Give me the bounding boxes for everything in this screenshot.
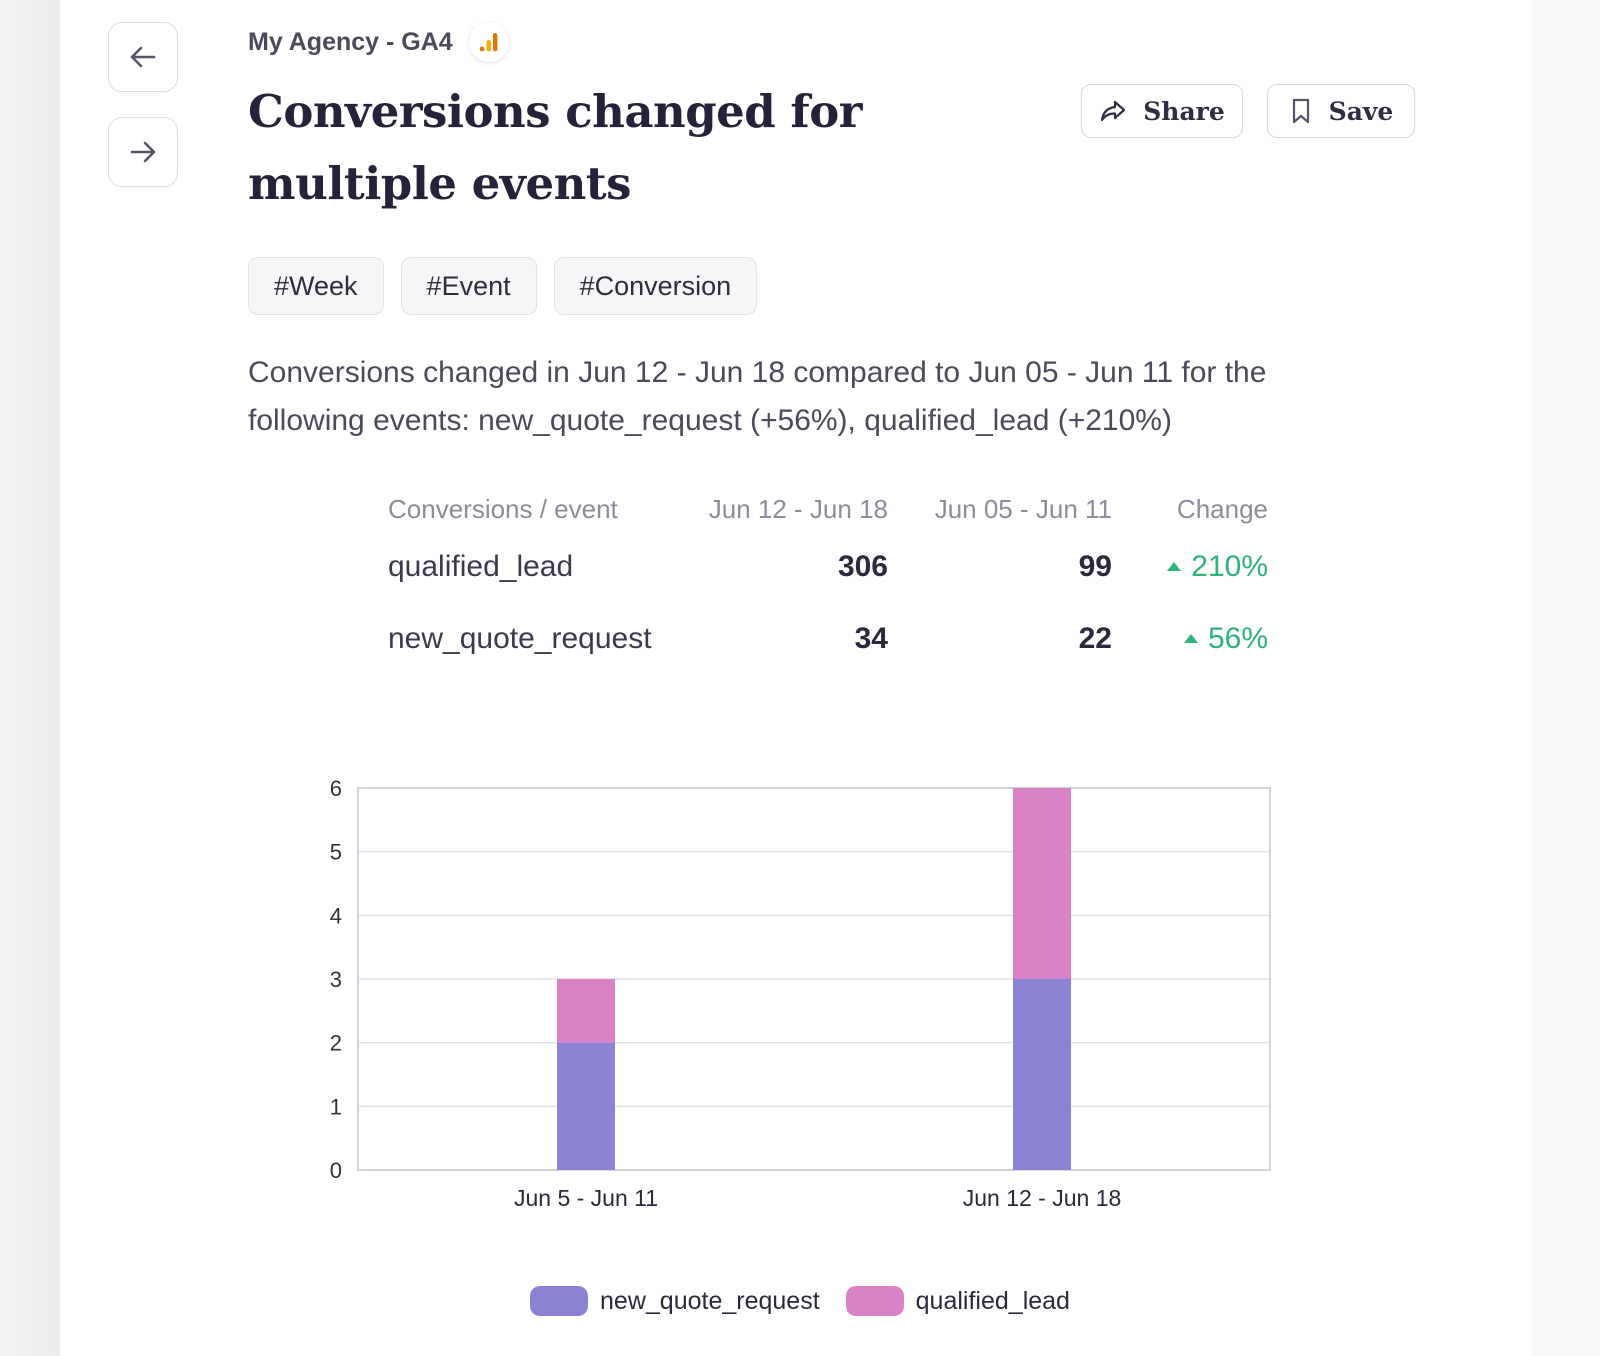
change-value: 56% (1207, 622, 1268, 655)
insight-summary: Conversions changed in Jun 12 - Jun 18 c… (248, 356, 1267, 437)
tag-week[interactable]: #Week (248, 257, 384, 315)
share-icon (1101, 100, 1126, 122)
tag-list: #Week #Event #Conversion (248, 257, 758, 315)
col-header-event: Conversions / event (388, 493, 618, 524)
change-cell: 56% (1112, 603, 1268, 675)
account-name: My Agency - GA4 (248, 27, 453, 56)
save-label: Save (1328, 96, 1394, 126)
plot-frame (357, 787, 1271, 1171)
bar-new-quote-request (557, 1042, 615, 1170)
conversions-table: Conversions / event Jun 12 - Jun 18 Jun … (388, 487, 1268, 675)
y-tick-label: 3 (330, 967, 342, 992)
event-name: qualified_lead (388, 550, 574, 583)
col-header-previous: Jun 05 - Jun 11 (934, 493, 1112, 524)
event-name: new_quote_request (388, 622, 652, 655)
right-margin (1532, 0, 1600, 1356)
trend-up-icon (1167, 562, 1182, 571)
legend-label: new_quote_request (600, 1286, 820, 1315)
change-cell: 210% (1112, 531, 1268, 603)
previous-value: 22 (1078, 622, 1112, 655)
previous-value: 99 (1078, 550, 1112, 583)
left-margin (0, 0, 60, 1356)
bar-new-quote-request (1013, 979, 1071, 1170)
table-header-row: Conversions / event Jun 12 - Jun 18 Jun … (388, 487, 1268, 531)
change-value: 210% (1191, 550, 1268, 583)
trend-up-icon (1183, 634, 1198, 643)
current-value: 306 (837, 550, 888, 583)
stacked-bar-chart: 0 1 2 3 4 5 6 Jun 5 - Jun 11 Jun 12 - Jun 18 (330, 776, 1271, 1211)
y-tick-label: 2 (330, 1031, 342, 1056)
legend-item-qualified-lead[interactable]: qualified_lead (845, 1286, 1070, 1316)
tag-event[interactable]: #Event (400, 257, 537, 315)
x-tick-label: Jun 5 - Jun 11 (514, 1185, 658, 1211)
y-tick-label: 1 (330, 1094, 342, 1119)
x-tick-label: Jun 12 - Jun 18 (963, 1185, 1122, 1211)
back-button[interactable] (108, 22, 178, 92)
legend-swatch (530, 1286, 589, 1316)
current-value: 34 (854, 622, 888, 655)
forward-button[interactable] (108, 117, 178, 187)
table-row: new_quote_request 34 22 56% (388, 603, 1268, 675)
legend-swatch (845, 1286, 904, 1316)
page-title: Conversions changed for multiple events (248, 85, 863, 210)
share-label: Share (1143, 96, 1225, 126)
bar-qualified-lead (1013, 788, 1071, 979)
col-header-change: Change (1176, 493, 1268, 524)
col-header-current: Jun 12 - Jun 18 (708, 493, 888, 524)
bookmark-icon (1292, 98, 1309, 124)
y-tick-label: 4 (330, 903, 342, 928)
save-button[interactable]: Save (1267, 84, 1415, 138)
arrow-right-icon (130, 141, 156, 163)
ga4-analytics-icon (468, 22, 509, 62)
chart-legend: new_quote_request qualified_lead (0, 1286, 1600, 1316)
y-tick-label: 0 (330, 1158, 342, 1183)
y-tick-label: 6 (330, 776, 342, 801)
legend-label: qualified_lead (915, 1286, 1070, 1315)
insight-panel (60, 0, 1533, 1356)
share-button[interactable]: Share (1081, 84, 1243, 138)
arrow-left-icon (130, 46, 156, 68)
legend-item-new-quote-request[interactable]: new_quote_request (530, 1286, 820, 1316)
bar-qualified-lead (557, 979, 615, 1043)
account-header: My Agency - GA4 (248, 22, 509, 62)
tag-conversion[interactable]: #Conversion (553, 257, 758, 315)
y-tick-label: 5 (330, 840, 342, 865)
table-row: qualified_lead 306 99 210% (388, 531, 1268, 603)
